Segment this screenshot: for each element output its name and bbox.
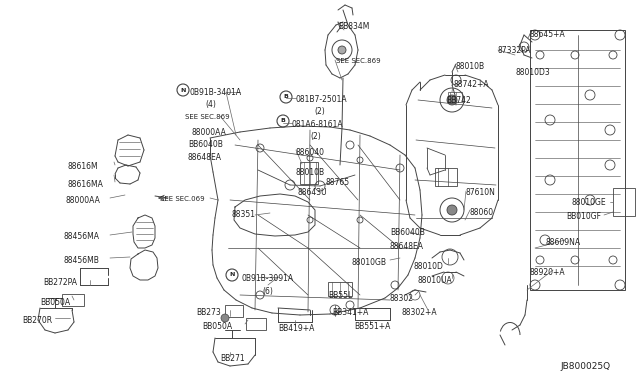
Text: 88010UA: 88010UA: [418, 276, 452, 285]
Text: 88616MA: 88616MA: [68, 180, 104, 189]
Text: BB050A: BB050A: [202, 322, 232, 331]
Text: 88351: 88351: [232, 210, 256, 219]
Text: BB551+A: BB551+A: [354, 322, 390, 331]
Circle shape: [338, 46, 346, 54]
Circle shape: [277, 115, 289, 127]
Text: 88456MB: 88456MB: [64, 256, 100, 265]
Text: 87332PA: 87332PA: [498, 46, 531, 55]
Text: BB272PA: BB272PA: [43, 278, 77, 287]
Text: 88000AA: 88000AA: [192, 128, 227, 137]
Text: 886040: 886040: [296, 148, 325, 157]
Text: (4): (4): [205, 100, 216, 109]
Text: 0B91B-3091A: 0B91B-3091A: [242, 274, 294, 283]
Text: SEE SEC.869: SEE SEC.869: [185, 114, 230, 120]
Text: 87610N: 87610N: [466, 188, 496, 197]
Text: N: N: [180, 87, 186, 93]
Bar: [435, 168, 457, 186]
Text: BB6040B: BB6040B: [390, 228, 425, 237]
Text: (2): (2): [310, 132, 321, 141]
Circle shape: [447, 205, 457, 215]
Text: 88302: 88302: [390, 294, 414, 303]
Text: 88010GE: 88010GE: [571, 198, 605, 207]
Bar: [225, 305, 243, 317]
Text: 88609NA: 88609NA: [546, 238, 581, 247]
Text: 0B91B-3401A: 0B91B-3401A: [190, 88, 242, 97]
Text: BB273: BB273: [196, 308, 221, 317]
Text: 081A6-8161A: 081A6-8161A: [292, 120, 344, 129]
Text: 88010GB: 88010GB: [352, 258, 387, 267]
Bar: [62, 294, 84, 306]
Bar: [246, 318, 266, 330]
Text: 88456MA: 88456MA: [64, 232, 100, 241]
Bar: [300, 162, 318, 184]
Circle shape: [447, 95, 457, 105]
Text: 88010B: 88010B: [296, 168, 325, 177]
Text: N: N: [229, 273, 235, 278]
Text: 88742+A: 88742+A: [453, 80, 488, 89]
Bar: [530, 30, 625, 290]
Circle shape: [221, 314, 229, 322]
Text: 88920+A: 88920+A: [530, 268, 566, 277]
Circle shape: [226, 269, 238, 281]
Text: BB271: BB271: [220, 354, 244, 363]
Text: BB6040B: BB6040B: [188, 140, 223, 149]
Text: 88000AA: 88000AA: [66, 196, 101, 205]
Text: 88010B: 88010B: [455, 62, 484, 71]
Text: (6): (6): [262, 287, 273, 296]
Text: BB834M: BB834M: [338, 22, 369, 31]
Text: BB742: BB742: [446, 96, 471, 105]
Text: B: B: [284, 94, 289, 99]
Bar: [448, 92, 462, 102]
Text: 88648EA: 88648EA: [390, 242, 424, 251]
Text: 88616M: 88616M: [68, 162, 99, 171]
Text: 88765: 88765: [325, 178, 349, 187]
Text: BB010GF: BB010GF: [566, 212, 601, 221]
Text: JB800025Q: JB800025Q: [560, 362, 610, 371]
Text: 88643U: 88643U: [297, 188, 326, 197]
Text: 88010D3: 88010D3: [515, 68, 550, 77]
Bar: [613, 188, 635, 216]
Text: 081B7-2501A: 081B7-2501A: [296, 95, 348, 104]
Text: 88060: 88060: [470, 208, 494, 217]
Text: BB270R: BB270R: [22, 316, 52, 325]
Text: BB55L: BB55L: [328, 291, 352, 300]
Text: 88648EA: 88648EA: [188, 153, 222, 162]
Text: BB341+A: BB341+A: [332, 308, 369, 317]
Text: BB050A: BB050A: [40, 298, 70, 307]
Text: 88645+A: 88645+A: [530, 30, 566, 39]
Text: SEE SEC.069: SEE SEC.069: [160, 196, 205, 202]
Circle shape: [280, 91, 292, 103]
Text: SEE SEC.869: SEE SEC.869: [336, 58, 381, 64]
Text: 88302+A: 88302+A: [402, 308, 438, 317]
Text: 88010D: 88010D: [414, 262, 444, 271]
Bar: [328, 282, 352, 296]
Text: (2): (2): [314, 107, 324, 116]
Text: B: B: [280, 119, 285, 124]
Text: BB419+A: BB419+A: [278, 324, 314, 333]
Circle shape: [177, 84, 189, 96]
